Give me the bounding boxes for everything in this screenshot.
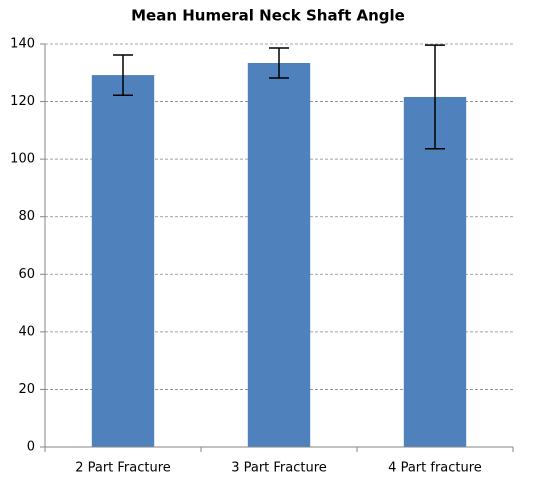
y-tick-label: 40 (18, 324, 35, 339)
y-tick-label: 80 (18, 209, 35, 224)
y-tick-label: 20 (18, 382, 35, 397)
y-tick-label: 120 (10, 94, 35, 109)
error-bar (425, 44, 445, 150)
y-tick-label: 0 (27, 440, 35, 455)
y-tick-label: 60 (18, 267, 35, 282)
x-tick-label: 4 Part fracture (388, 461, 482, 476)
bar (403, 96, 467, 448)
x-tick-label: 3 Part Fracture (231, 461, 327, 476)
error-bar (113, 54, 133, 96)
bar (91, 75, 155, 448)
y-tick-label: 100 (10, 152, 35, 167)
bar (247, 62, 311, 448)
error-bar (269, 47, 289, 79)
chart-title: Mean Humeral Neck Shaft Angle (131, 7, 405, 25)
y-tick-label: 140 (10, 37, 35, 52)
x-tick-label: 2 Part Fracture (75, 461, 171, 476)
